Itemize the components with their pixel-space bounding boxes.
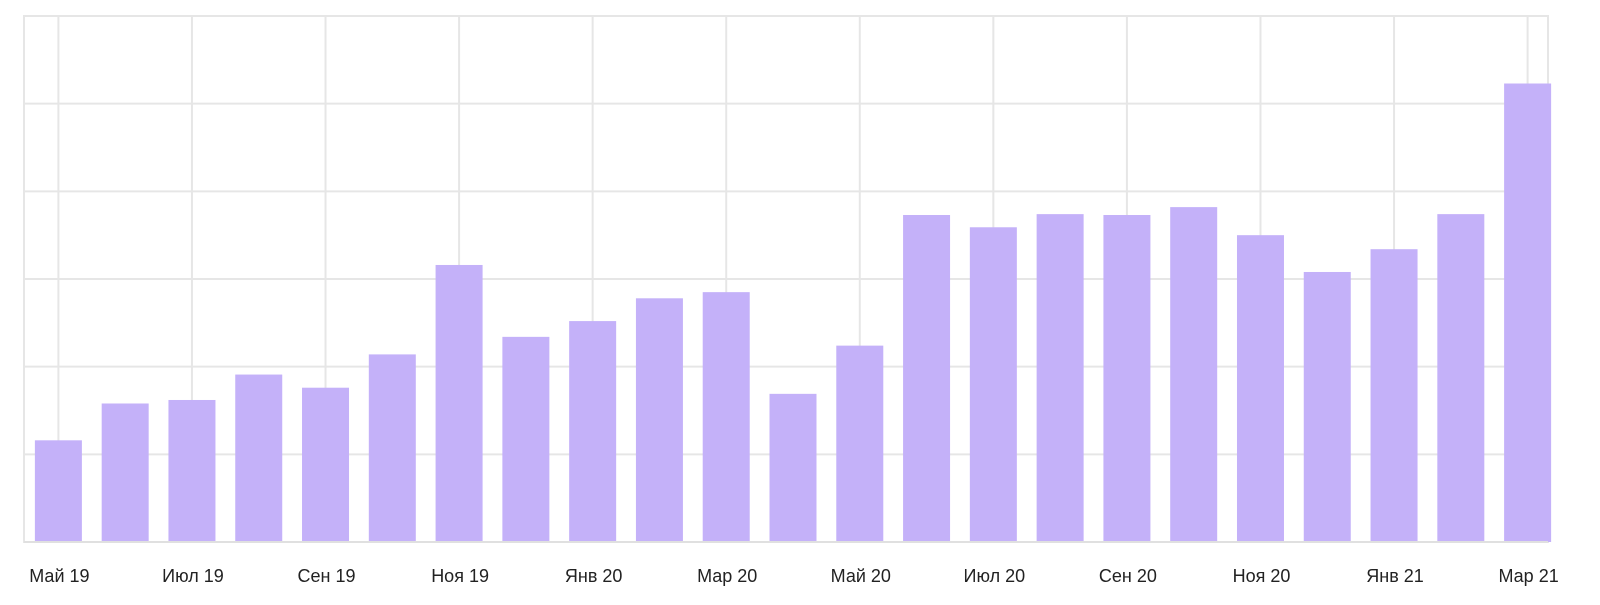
x-tick-label: Май 19 bbox=[29, 566, 89, 586]
x-tick-label: Мар 20 bbox=[697, 566, 757, 586]
bar bbox=[368, 354, 416, 542]
x-tick-label: Май 20 bbox=[831, 566, 891, 586]
x-tick-label: Сен 19 bbox=[298, 566, 356, 586]
x-tick-label: Сен 20 bbox=[1099, 566, 1157, 586]
bar bbox=[502, 336, 550, 542]
bar bbox=[769, 393, 817, 542]
bar bbox=[1437, 214, 1485, 543]
x-tick-label: Июл 19 bbox=[162, 566, 224, 586]
x-tick-label: Июл 20 bbox=[964, 566, 1026, 586]
bar bbox=[1103, 215, 1151, 542]
bar bbox=[101, 403, 149, 542]
bar bbox=[1036, 214, 1084, 543]
x-tick-label: Ноя 19 bbox=[431, 566, 489, 586]
bar bbox=[969, 227, 1017, 542]
x-tick-label: Ноя 20 bbox=[1233, 566, 1291, 586]
x-tick-label: Янв 21 bbox=[1366, 566, 1424, 586]
bar bbox=[1370, 249, 1418, 542]
bar bbox=[569, 321, 617, 542]
bar bbox=[235, 374, 283, 542]
bar bbox=[1236, 235, 1284, 542]
x-tick-label: Мар 21 bbox=[1498, 566, 1558, 586]
bar bbox=[635, 298, 683, 542]
bar bbox=[34, 440, 82, 542]
bar bbox=[1303, 271, 1351, 542]
bar bbox=[702, 292, 750, 542]
bar bbox=[168, 399, 216, 542]
bar bbox=[1170, 207, 1218, 542]
x-tick-label: Янв 20 bbox=[565, 566, 623, 586]
bar bbox=[1504, 83, 1552, 543]
bar bbox=[836, 345, 884, 542]
bar bbox=[903, 215, 951, 542]
bar bbox=[435, 264, 483, 542]
bar bbox=[302, 387, 350, 542]
